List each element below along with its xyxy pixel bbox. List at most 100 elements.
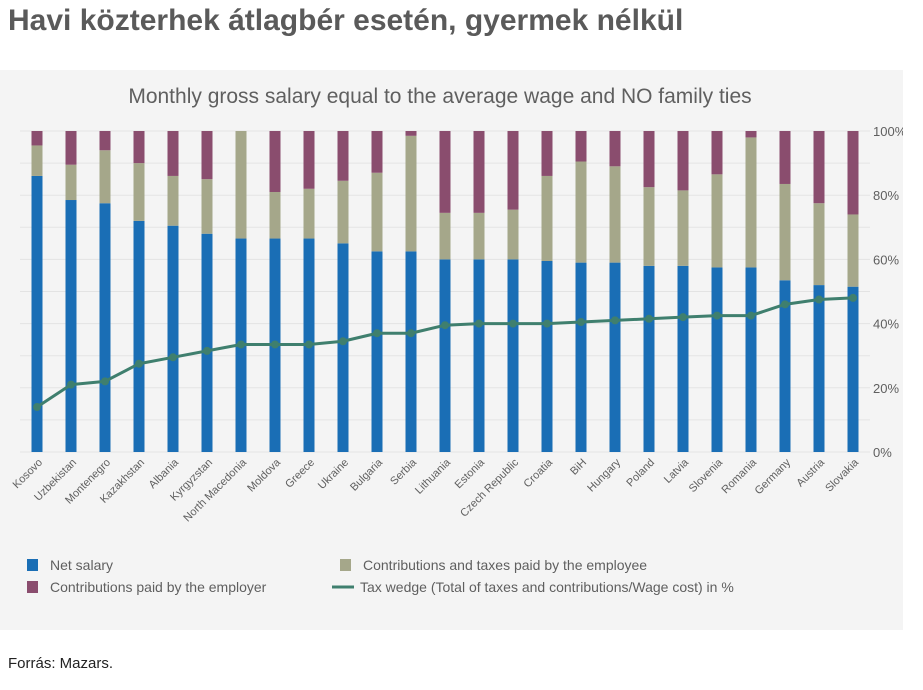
legend-label: Contributions and taxes paid by the empl… [363, 557, 647, 573]
employer-contrib-bar [813, 131, 825, 204]
x-tick-label: Poland [624, 457, 657, 490]
employee-contrib-bar [269, 191, 281, 239]
employee-contrib-bar [575, 161, 587, 263]
chart-title: Monthly gross salary equal to the averag… [128, 85, 751, 108]
legend-swatch [340, 559, 351, 571]
y-axis-ticks: 0% 20% 40% 60% 80% 100% [873, 124, 903, 460]
tax-wedge-point [67, 380, 75, 389]
net-salary-bar [439, 259, 451, 452]
tax-wedge-point [645, 314, 653, 323]
legend-swatch [27, 559, 38, 571]
legend-label: Contributions paid by the employer [50, 579, 267, 595]
tax-wedge-point [747, 311, 755, 320]
employee-contrib-bar [235, 131, 247, 239]
net-salary-bar [99, 203, 111, 452]
employer-contrib-bar [847, 131, 859, 215]
employee-contrib-bar [371, 172, 383, 252]
y-tick-label: 40% [873, 317, 899, 332]
employer-contrib-bar [405, 131, 417, 136]
employee-contrib-bar [167, 175, 179, 226]
x-tick-label: Kosovo [11, 457, 45, 491]
x-tick-label: Latvia [662, 456, 692, 486]
net-salary-bar [711, 267, 723, 452]
x-tick-label: Germany [753, 456, 794, 497]
employer-contrib-bar [609, 131, 621, 167]
employee-contrib-bar [405, 135, 417, 252]
footer: Forrás: Mazars. [0, 630, 923, 690]
employer-contrib-bar [31, 131, 43, 146]
tax-wedge-point [781, 300, 789, 309]
employee-contrib-bar [643, 187, 655, 266]
employee-contrib-bar [677, 190, 689, 266]
tax-wedge-point [203, 346, 211, 355]
employee-contrib-bar [813, 203, 825, 286]
x-tick-label: Moldova [245, 456, 284, 495]
net-salary-bar [473, 259, 485, 452]
employee-contrib-bar [65, 164, 77, 201]
net-salary-bar [779, 280, 791, 452]
tax-wedge-line-group [33, 293, 857, 412]
tax-wedge-point [305, 340, 313, 349]
x-tick-label: BiH [568, 457, 589, 478]
employee-contrib-bar [303, 188, 315, 239]
tax-wedge-point [577, 317, 585, 326]
net-salary-bar [201, 233, 213, 452]
tax-wedge-point [407, 329, 415, 338]
net-salary-bar [65, 200, 77, 452]
tax-wedge-point [33, 403, 41, 412]
tax-wedge-point [815, 295, 823, 304]
employee-contrib-bar [31, 145, 43, 176]
legend-swatch [27, 581, 38, 593]
y-tick-label: 0% [873, 445, 892, 460]
employee-contrib-bar [711, 174, 723, 268]
employer-contrib-bar [167, 131, 179, 176]
employer-contrib-bar [779, 131, 791, 184]
employee-contrib-bar [133, 163, 145, 221]
net-salary-bar [31, 175, 43, 452]
employer-contrib-bar [269, 131, 281, 192]
tax-wedge-point [339, 337, 347, 346]
net-salary-bar [813, 285, 825, 452]
net-salary-bar [507, 259, 519, 452]
employee-contrib-bar [99, 150, 111, 204]
tax-wedge-point [849, 293, 857, 302]
x-tick-label: Austria [794, 456, 827, 489]
x-tick-label: Serbia [388, 456, 420, 488]
y-tick-label: 60% [873, 252, 899, 267]
net-salary-bar [609, 262, 621, 452]
net-salary-bar [167, 225, 179, 452]
employer-contrib-bar [439, 131, 451, 213]
x-tick-label: Czech Republic [458, 456, 521, 519]
tax-wedge-point [509, 319, 517, 328]
employer-contrib-bar [745, 131, 757, 138]
y-tick-label: 20% [873, 381, 899, 396]
employer-contrib-bar [473, 131, 485, 213]
tax-wedge-point [441, 321, 449, 330]
x-tick-label: Bulgaria [348, 456, 386, 494]
employer-contrib-bar [575, 131, 587, 162]
net-salary-bar [847, 286, 859, 452]
employer-contrib-bar [541, 131, 553, 176]
employee-contrib-bar [779, 183, 791, 281]
employee-contrib-bar [439, 212, 451, 260]
tax-wedge-point [475, 319, 483, 328]
stacked-bar-chart: Monthly gross salary equal to the averag… [11, 85, 903, 595]
tax-wedge-point [543, 319, 551, 328]
net-salary-bar [541, 261, 553, 452]
employee-contrib-bar [847, 214, 859, 287]
employer-contrib-bar [201, 131, 213, 180]
employer-contrib-bar [507, 131, 519, 210]
x-tick-label: Lithuania [413, 456, 454, 497]
net-salary-bar [745, 267, 757, 452]
x-tick-label: Slovakia [823, 456, 862, 495]
employee-contrib-bar [473, 212, 485, 260]
employer-contrib-bar [65, 131, 77, 165]
employer-contrib-bar [303, 131, 315, 189]
employee-contrib-bar [201, 179, 213, 234]
tax-wedge-point [611, 316, 619, 325]
source-note: Forrás: Mazars. [8, 655, 114, 672]
y-tick-label: 80% [873, 188, 899, 203]
y-tick-label: 100% [873, 124, 903, 139]
employer-contrib-bar [133, 131, 145, 164]
